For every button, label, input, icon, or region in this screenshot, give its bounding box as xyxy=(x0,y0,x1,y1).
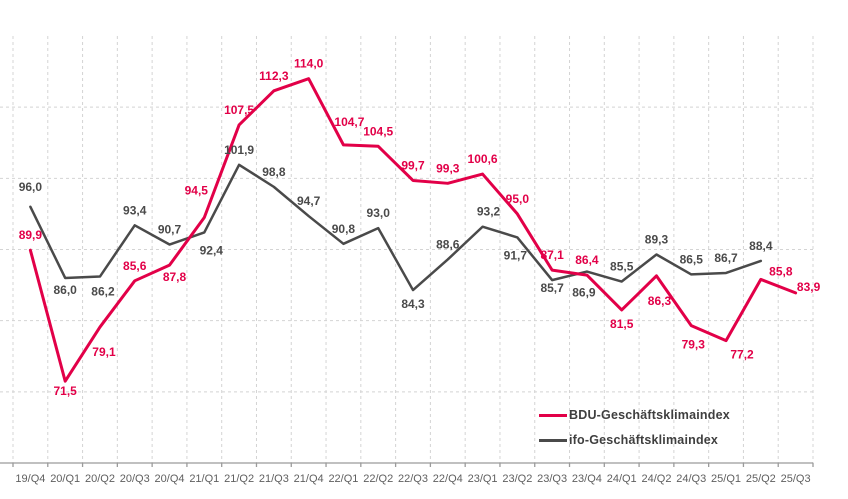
ifo-data-label: 88,6 xyxy=(436,237,460,251)
bdu-data-label: 107,5 xyxy=(224,103,254,117)
bdu-data-label: 86,3 xyxy=(648,294,672,308)
bdu-data-label: 94,5 xyxy=(185,183,209,197)
x-tick-label: 24/Q1 xyxy=(607,473,637,485)
bdu-data-label: 100,6 xyxy=(468,152,498,166)
x-tick-label: 20/Q1 xyxy=(50,473,80,485)
x-tick-label: 21/Q2 xyxy=(224,473,254,485)
bdu-series-line xyxy=(28,77,798,383)
x-tick-label: 24/Q2 xyxy=(641,473,671,485)
ifo-data-label: 90,8 xyxy=(332,222,356,236)
ifo-data-label: 93,2 xyxy=(477,205,501,219)
bdu-data-label: 99,3 xyxy=(436,161,460,175)
x-tick-label: 22/Q1 xyxy=(328,473,358,485)
bdu-data-label: 112,3 xyxy=(259,69,289,83)
legend-label-ifo: ifo-Geschäftsklimaindex xyxy=(569,433,719,447)
x-tick-label: 23/Q3 xyxy=(537,473,567,485)
ifo-line-swatch-icon xyxy=(539,438,567,442)
ifo-data-label: 96,0 xyxy=(19,180,43,194)
bdu-data-label: 104,5 xyxy=(363,124,393,138)
x-tick-label: 24/Q3 xyxy=(676,473,706,485)
legend-item-ifo: ifo-Geschäftsklimaindex xyxy=(539,431,730,449)
x-tick-label: 22/Q2 xyxy=(363,473,393,485)
bdu-data-label: 86,4 xyxy=(575,253,599,267)
ifo-data-label: 101,9 xyxy=(224,143,254,157)
ifo-data-label: 94,7 xyxy=(297,194,321,208)
ifo-data-label: 93,4 xyxy=(123,203,147,217)
bdu-data-label: 85,8 xyxy=(769,264,793,278)
ifo-series-line xyxy=(29,163,763,292)
x-tick-label: 20/Q3 xyxy=(120,473,150,485)
x-tick-label: 21/Q4 xyxy=(294,473,324,485)
x-tick-label: 20/Q4 xyxy=(155,473,185,485)
x-tick-label: 23/Q2 xyxy=(502,473,532,485)
x-tick-label: 22/Q3 xyxy=(398,473,428,485)
ifo-data-label: 89,3 xyxy=(645,232,669,246)
ifo-data-label: 86,0 xyxy=(53,283,77,297)
bdu-data-label: 83,9 xyxy=(797,280,821,294)
ifo-data-label: 91,7 xyxy=(504,248,528,262)
bdu-data-label: 87,8 xyxy=(163,270,187,284)
bdu-line-swatch-icon xyxy=(539,413,567,417)
ifo-data-label: 90,7 xyxy=(158,223,182,237)
legend: BDU-Geschäftsklimaindex ifo-Geschäftskli… xyxy=(539,406,730,449)
bdu-data-label: 85,6 xyxy=(123,259,147,273)
ifo-data-label: 92,4 xyxy=(200,243,224,257)
ifo-data-label: 84,3 xyxy=(401,297,425,311)
x-tick-label: 22/Q4 xyxy=(433,473,463,485)
x-tick-label: 25/Q3 xyxy=(781,473,811,485)
ifo-data-label: 85,5 xyxy=(610,260,634,274)
bdu-data-label: 79,3 xyxy=(682,338,706,352)
legend-item-bdu: BDU-Geschäftsklimaindex xyxy=(539,406,730,424)
x-tick-label: 21/Q1 xyxy=(189,473,219,485)
ifo-data-label: 86,9 xyxy=(572,286,596,300)
bdu-data-label: 71,5 xyxy=(53,384,77,398)
bdu-data-label: 79,1 xyxy=(92,345,116,359)
x-tick-label: 19/Q4 xyxy=(15,473,45,485)
legend-label-bdu: BDU-Geschäftsklimaindex xyxy=(569,408,730,422)
ifo-data-label: 86,7 xyxy=(714,251,738,265)
bdu-data-label: 99,7 xyxy=(401,158,425,172)
bdu-data-label: 87,1 xyxy=(540,248,564,262)
x-tick-label: 23/Q4 xyxy=(572,473,602,485)
x-tick-label: 25/Q1 xyxy=(711,473,741,485)
ifo-data-label: 93,0 xyxy=(367,206,391,220)
ifo-data-label: 86,2 xyxy=(91,285,115,299)
bdu-data-label: 89,9 xyxy=(19,228,43,242)
x-tick-label: 21/Q3 xyxy=(259,473,289,485)
x-tick-label: 23/Q1 xyxy=(468,473,498,485)
bdu-data-label: 114,0 xyxy=(294,57,324,71)
x-tick-label: 25/Q2 xyxy=(746,473,776,485)
bdu-data-label: 104,7 xyxy=(334,115,364,129)
ifo-data-label: 98,8 xyxy=(262,165,286,179)
bdu-data-label: 77,2 xyxy=(730,348,754,362)
bdu-data-label: 95,0 xyxy=(506,192,530,206)
ifo-data-label: 86,5 xyxy=(680,252,704,266)
ifo-data-label: 85,7 xyxy=(540,281,564,295)
bdu-data-label: 81,5 xyxy=(610,317,634,331)
x-tick-label: 20/Q2 xyxy=(85,473,115,485)
ifo-data-label: 88,4 xyxy=(749,239,773,253)
